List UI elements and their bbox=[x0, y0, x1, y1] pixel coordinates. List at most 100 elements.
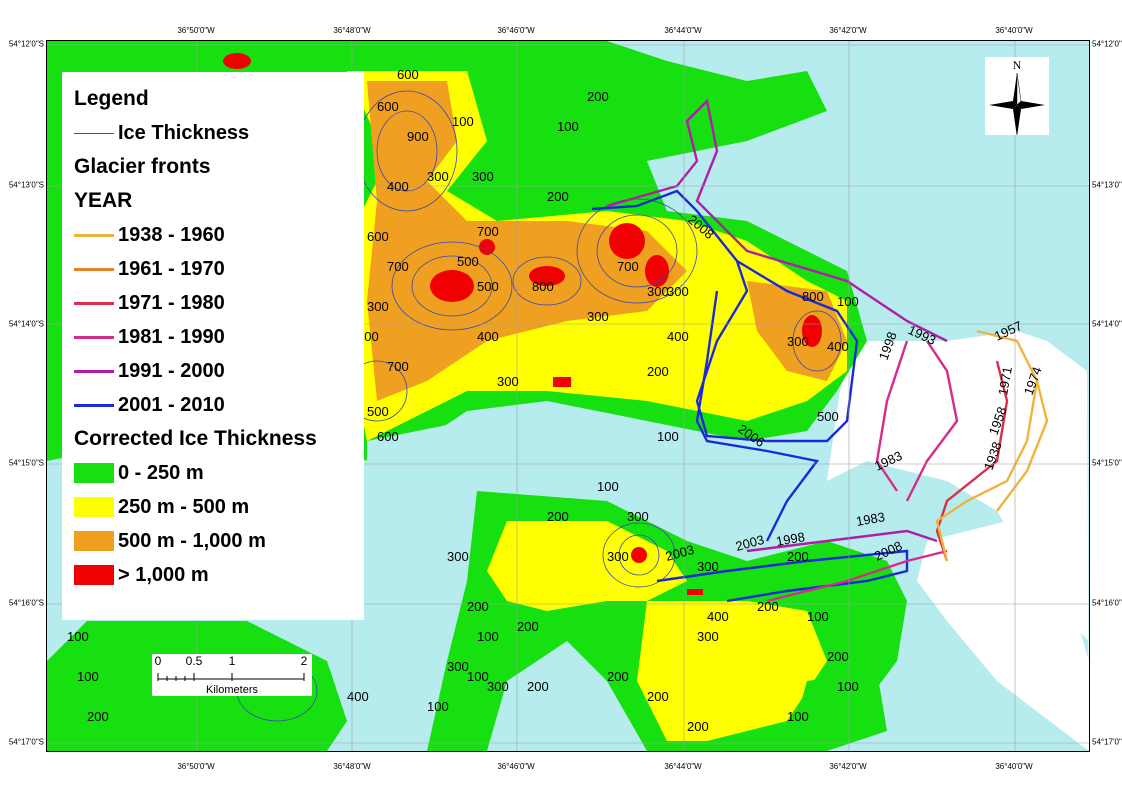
coord-right-2: 54°14'0" bbox=[1092, 319, 1122, 329]
contour-label: 600 bbox=[377, 99, 399, 114]
red-patches bbox=[223, 53, 822, 595]
legend-year-row: 1981 - 1990 bbox=[74, 320, 364, 354]
coord-left-2: 54°14'0"S bbox=[8, 319, 44, 329]
contour-label: 300 bbox=[697, 629, 719, 644]
front-1981-1990 bbox=[766, 340, 948, 603]
contour-label: 300 bbox=[647, 284, 669, 299]
contour-label: 300 bbox=[787, 334, 809, 349]
scale-tick-2: 1 bbox=[228, 654, 236, 668]
legend-class-row: > 1,000 m bbox=[74, 558, 364, 592]
map-frame[interactable]: 600 600 900 300 400 100 300 200 100 200 500 700 600 7… bbox=[46, 40, 1090, 752]
year-label: 1991 - 2000 bbox=[118, 359, 225, 382]
contour-label: 300 bbox=[607, 549, 629, 564]
year-label: 2001 - 2010 bbox=[118, 393, 225, 416]
front-year-label: 2008 bbox=[872, 538, 905, 564]
contour-label: 200 bbox=[647, 364, 669, 379]
year-line-swatch bbox=[74, 267, 114, 271]
front-1981-1990-b bbox=[905, 340, 959, 502]
contour-label: 100 bbox=[67, 629, 89, 644]
legend-year-row: 1938 - 1960 bbox=[74, 218, 364, 252]
contour-label: 300 bbox=[667, 284, 689, 299]
legend-year: YEAR bbox=[74, 189, 133, 212]
contour-label: 400 bbox=[827, 339, 849, 354]
coord-top-3: 36°44'0"W bbox=[664, 26, 702, 35]
ice-thickness-line-swatch bbox=[74, 132, 114, 134]
scale-unit: Kilometers bbox=[206, 684, 258, 696]
contour-labels: 6006009003004001003002001002005007006007… bbox=[67, 67, 859, 734]
year-line-swatch bbox=[74, 369, 114, 373]
year-label: 1961 - 1970 bbox=[118, 257, 225, 280]
front-year-label: 2003 bbox=[664, 542, 696, 564]
front-1938-1960 bbox=[935, 329, 1039, 562]
contour-label: 100 bbox=[597, 479, 619, 494]
contour-label: 200 bbox=[787, 549, 809, 564]
scale-bar: 0 0.5 1 2 Kilometers bbox=[152, 654, 312, 696]
front-year-label: 1998 bbox=[775, 529, 806, 549]
contour-label: 300 bbox=[487, 679, 509, 694]
coord-right-3: 54°15'0" bbox=[1092, 458, 1122, 468]
contour-label: 500 bbox=[477, 279, 499, 294]
contour-label: 300 bbox=[587, 309, 609, 324]
contour-label: 400 bbox=[667, 329, 689, 344]
front-2001-2010-b bbox=[695, 290, 820, 542]
contour-label: 200 bbox=[687, 719, 709, 734]
coord-bottom-0: 36°50'0"W bbox=[177, 762, 215, 771]
legend-glacier-fronts: Glacier fronts bbox=[74, 155, 211, 178]
front-year-label: 1983 bbox=[855, 509, 886, 529]
contour-label: 600 bbox=[367, 229, 389, 244]
zone-green-southeast bbox=[787, 671, 887, 751]
year-line-swatch bbox=[74, 335, 114, 339]
contour-label: 200 bbox=[517, 619, 539, 634]
contour-label: 100 bbox=[807, 609, 829, 624]
contour-label: 200 bbox=[647, 689, 669, 704]
contour-label: 300 bbox=[497, 374, 519, 389]
coord-bottom-5: 36°40'0"W bbox=[995, 762, 1033, 771]
land-areas bbox=[827, 331, 1089, 751]
contour-label: 300 bbox=[697, 559, 719, 574]
contour-label: 200 bbox=[87, 709, 109, 724]
contour-label: 700 bbox=[387, 359, 409, 374]
legend-class-row: 0 - 250 m bbox=[74, 456, 364, 490]
contour-label: 100 bbox=[787, 709, 809, 724]
year-label: 1981 - 1990 bbox=[118, 325, 225, 348]
north-arrow: N bbox=[985, 57, 1049, 137]
scale-tick-3: 2 bbox=[300, 654, 308, 668]
class-label: 0 - 250 m bbox=[118, 461, 204, 484]
front-2001-2010-a bbox=[591, 189, 859, 443]
contour-label: 200 bbox=[527, 679, 549, 694]
contour-label: 100 bbox=[467, 669, 489, 684]
contour-label: 500 bbox=[457, 254, 479, 269]
contour-label: 100 bbox=[452, 114, 474, 129]
glacier-fronts bbox=[591, 98, 1049, 603]
legend-class-row: 500 m - 1,000 m bbox=[74, 524, 364, 558]
contour-label: 100 bbox=[557, 119, 579, 134]
coord-top-1: 36°48'0"W bbox=[333, 26, 371, 35]
front-year-label: 2003 bbox=[734, 532, 766, 554]
ice-zones bbox=[47, 41, 907, 751]
coord-left-1: 54°13'0"S bbox=[8, 180, 44, 190]
front-1971-1980 bbox=[935, 360, 1009, 562]
scale-bar-graphic bbox=[157, 673, 305, 681]
year-line-swatch bbox=[74, 233, 114, 237]
year-line-swatch bbox=[74, 403, 114, 407]
front-1991-2000 bbox=[606, 98, 948, 343]
contour-label: 400 bbox=[707, 609, 729, 624]
year-label: 1971 - 1980 bbox=[118, 291, 225, 314]
legend-year-row: 1961 - 1970 bbox=[74, 252, 364, 286]
coord-right-4: 54°16'0" bbox=[1092, 598, 1122, 608]
year-line-swatch bbox=[74, 301, 114, 305]
legend-ice-thickness: Ice Thickness bbox=[74, 116, 364, 150]
coord-left-5: 54°17'0"S bbox=[8, 737, 44, 747]
contour-label: 100 bbox=[77, 669, 99, 684]
legend-year-row: 1991 - 2000 bbox=[74, 354, 364, 388]
contour-label: 400 bbox=[477, 329, 499, 344]
coord-right-1: 54°13'0" bbox=[1092, 180, 1122, 190]
contour-label: 100 bbox=[837, 679, 859, 694]
land-east-lower bbox=[917, 521, 1089, 751]
zone-yellow-south bbox=[487, 521, 687, 611]
contour-label: 100 bbox=[657, 429, 679, 444]
legend-class-rows: 0 - 250 m 250 m - 500 m 500 m - 1,000 m > 1… bbox=[74, 456, 364, 592]
contour-label: 300 bbox=[627, 509, 649, 524]
contour-label: 300 bbox=[367, 299, 389, 314]
coord-right-0: 54°12'0" bbox=[1092, 39, 1122, 49]
